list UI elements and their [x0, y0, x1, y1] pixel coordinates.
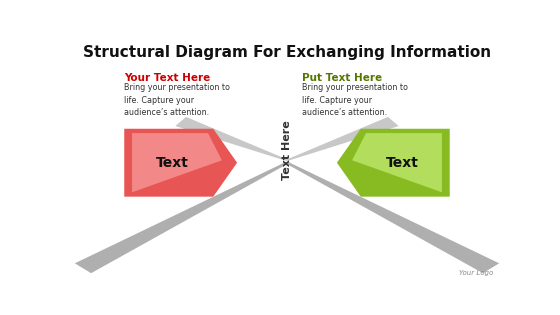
- Polygon shape: [286, 162, 499, 273]
- Polygon shape: [75, 162, 288, 273]
- Text: Bring your presentation to
life. Capture your
audience’s attention.: Bring your presentation to life. Capture…: [302, 83, 408, 117]
- Polygon shape: [75, 162, 288, 273]
- Text: Put Text Here: Put Text Here: [302, 73, 382, 83]
- Text: Bring your presentation to
life. Capture your
audience’s attention.: Bring your presentation to life. Capture…: [124, 83, 230, 117]
- Text: Text: Text: [386, 156, 418, 170]
- Polygon shape: [352, 133, 442, 192]
- Polygon shape: [132, 133, 222, 192]
- Text: Text Here: Text Here: [282, 121, 292, 180]
- Polygon shape: [175, 117, 288, 161]
- Polygon shape: [124, 129, 237, 197]
- Text: Your Logo: Your Logo: [459, 270, 493, 276]
- Text: Your Text Here: Your Text Here: [124, 73, 211, 83]
- Polygon shape: [337, 129, 450, 197]
- Polygon shape: [286, 162, 499, 273]
- Polygon shape: [286, 117, 399, 161]
- Text: Text: Text: [156, 156, 188, 170]
- Text: Structural Diagram For Exchanging Information: Structural Diagram For Exchanging Inform…: [83, 45, 491, 60]
